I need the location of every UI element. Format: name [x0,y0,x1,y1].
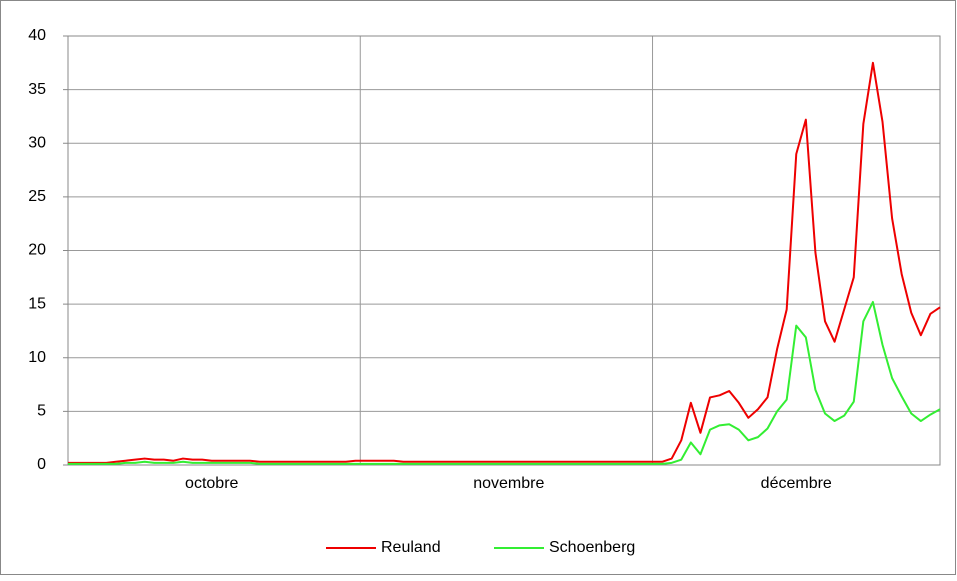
y-tick-label: 0 [37,456,46,473]
y-tick-label: 20 [28,242,46,259]
series-line [68,61,941,464]
legend-label: Schoenberg [549,539,635,556]
y-tick-label: 15 [28,295,46,312]
x-tick-label: décembre [761,475,832,492]
y-tick-label: 25 [28,188,46,205]
legend-label: Reuland [381,539,441,556]
series-line [68,300,941,465]
x-tick-label: novembre [473,475,544,492]
plot-frame [67,35,941,466]
y-tick-label: 35 [28,81,46,98]
x-tick-label: octobre [185,475,238,492]
y-tick-label: 5 [37,403,46,420]
y-tick-label: 30 [28,134,46,151]
y-tick-label: 40 [28,27,46,44]
y-tick-label: 10 [28,349,46,366]
